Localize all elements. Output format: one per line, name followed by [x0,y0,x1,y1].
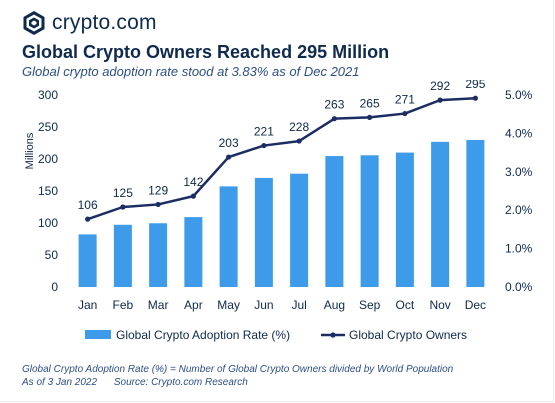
y-axis-tick-label: 100 [38,216,58,230]
x-axis-tick-label: Sep [359,298,381,312]
bar-oct [395,152,414,287]
owners-point-aug [331,116,337,122]
y-axis-tick-label: 150 [38,184,58,198]
bar-jan [78,234,97,287]
owners-data-label: 295 [465,80,485,91]
owners-point-sep [367,114,373,120]
brand: crypto.com [22,10,157,36]
owners-point-jul [296,138,302,144]
x-axis-tick-label: Jul [291,298,306,312]
owners-point-apr [190,193,196,199]
bar-dec [466,139,485,287]
y-axis-tick-label: 0 [51,280,58,294]
footnote-as-of: As of 3 Jan 2022 [22,377,98,388]
owners-point-may [226,154,232,160]
x-axis-tick-label: Feb [113,298,134,312]
owners-data-label: 142 [183,175,203,189]
legend-bar-label: Global Crypto Adoption Rate (%) [116,328,290,342]
footnote-source-line: As of 3 Jan 2022 Source: Crypto.com Rese… [22,377,248,388]
owners-data-label: 106 [78,198,98,212]
bar-may [219,186,238,287]
owners-data-label: 263 [324,98,344,112]
owners-data-label: 292 [430,80,450,93]
owners-data-label: 265 [360,96,380,110]
brand-name: crypto.com [52,11,157,34]
x-axis-tick-label: Apr [184,298,203,312]
x-axis-tick-label: Dec [465,298,486,312]
y-axis-tick-label: 250 [38,120,58,134]
bar-feb [113,224,132,287]
legend-line-label: Global Crypto Owners [349,328,467,342]
owners-data-label: 125 [113,186,133,200]
y2-axis-tick-label: 3.0% [505,165,533,179]
combo-chart: 0 50 100 150 200 250 300 0.0% 1.0% 2.0% 3.0% 4.0% 5.… [24,80,533,342]
y-axis-tick-label: 300 [38,88,58,102]
y2-axis-tick-label: 1.0% [505,242,533,256]
x-axis-tick-label: May [217,298,240,312]
x-axis-tick-label: Mar [148,298,169,312]
x-axis-tick-label: Nov [429,298,450,312]
footnote-definition: Global Crypto Adoption Rate (%) = Number… [22,364,454,375]
y-axis-tick-label: 200 [38,152,58,166]
owners-data-label: 221 [254,125,274,139]
legend-bar-swatch [85,330,111,339]
owners-point-feb [120,204,126,210]
legend-line-marker [330,332,336,338]
x-axis-tick-label: Jan [78,298,97,312]
bar-jul [290,173,309,287]
bar-jun [254,177,273,287]
y2-axis-tick-label: 4.0% [505,126,533,140]
bar-mar [149,223,168,287]
owners-data-label: 203 [219,136,239,150]
owners-line [87,96,476,221]
footnote-source: Source: Crypto.com Research [113,377,248,388]
bar-apr [184,217,203,287]
y2-axis-tick-label: 0.0% [505,280,533,294]
owners-point-dec [472,95,478,101]
x-axis-tick-label: Oct [396,298,415,312]
owners-data-label: 228 [289,120,309,134]
bar-nov [431,141,450,287]
owners-point-jan [85,216,91,222]
bar-aug [325,156,344,287]
owners-point-mar [155,201,161,208]
owners-point-oct [402,110,408,117]
y-axis-title: Millions [24,132,36,169]
chart-subtitle: Global crypto adoption rate stood at 3.8… [22,64,360,79]
x-axis-tick-label: Aug [324,298,345,312]
owners-data-label: 129 [148,183,168,197]
x-axis-tick-label: Jun [254,298,273,312]
y2-axis-tick-label: 5.0% [505,88,533,102]
y2-axis-tick-label: 2.0% [505,203,533,217]
owners-point-nov [437,97,443,103]
bar-sep [360,155,379,287]
owners-data-label: 271 [395,93,415,107]
chart-title: Global Crypto Owners Reached 295 Million [22,42,390,62]
crypto-com-logo-icon [23,11,45,35]
y-axis-tick-label: 50 [45,248,59,262]
owners-point-jun [261,142,267,149]
